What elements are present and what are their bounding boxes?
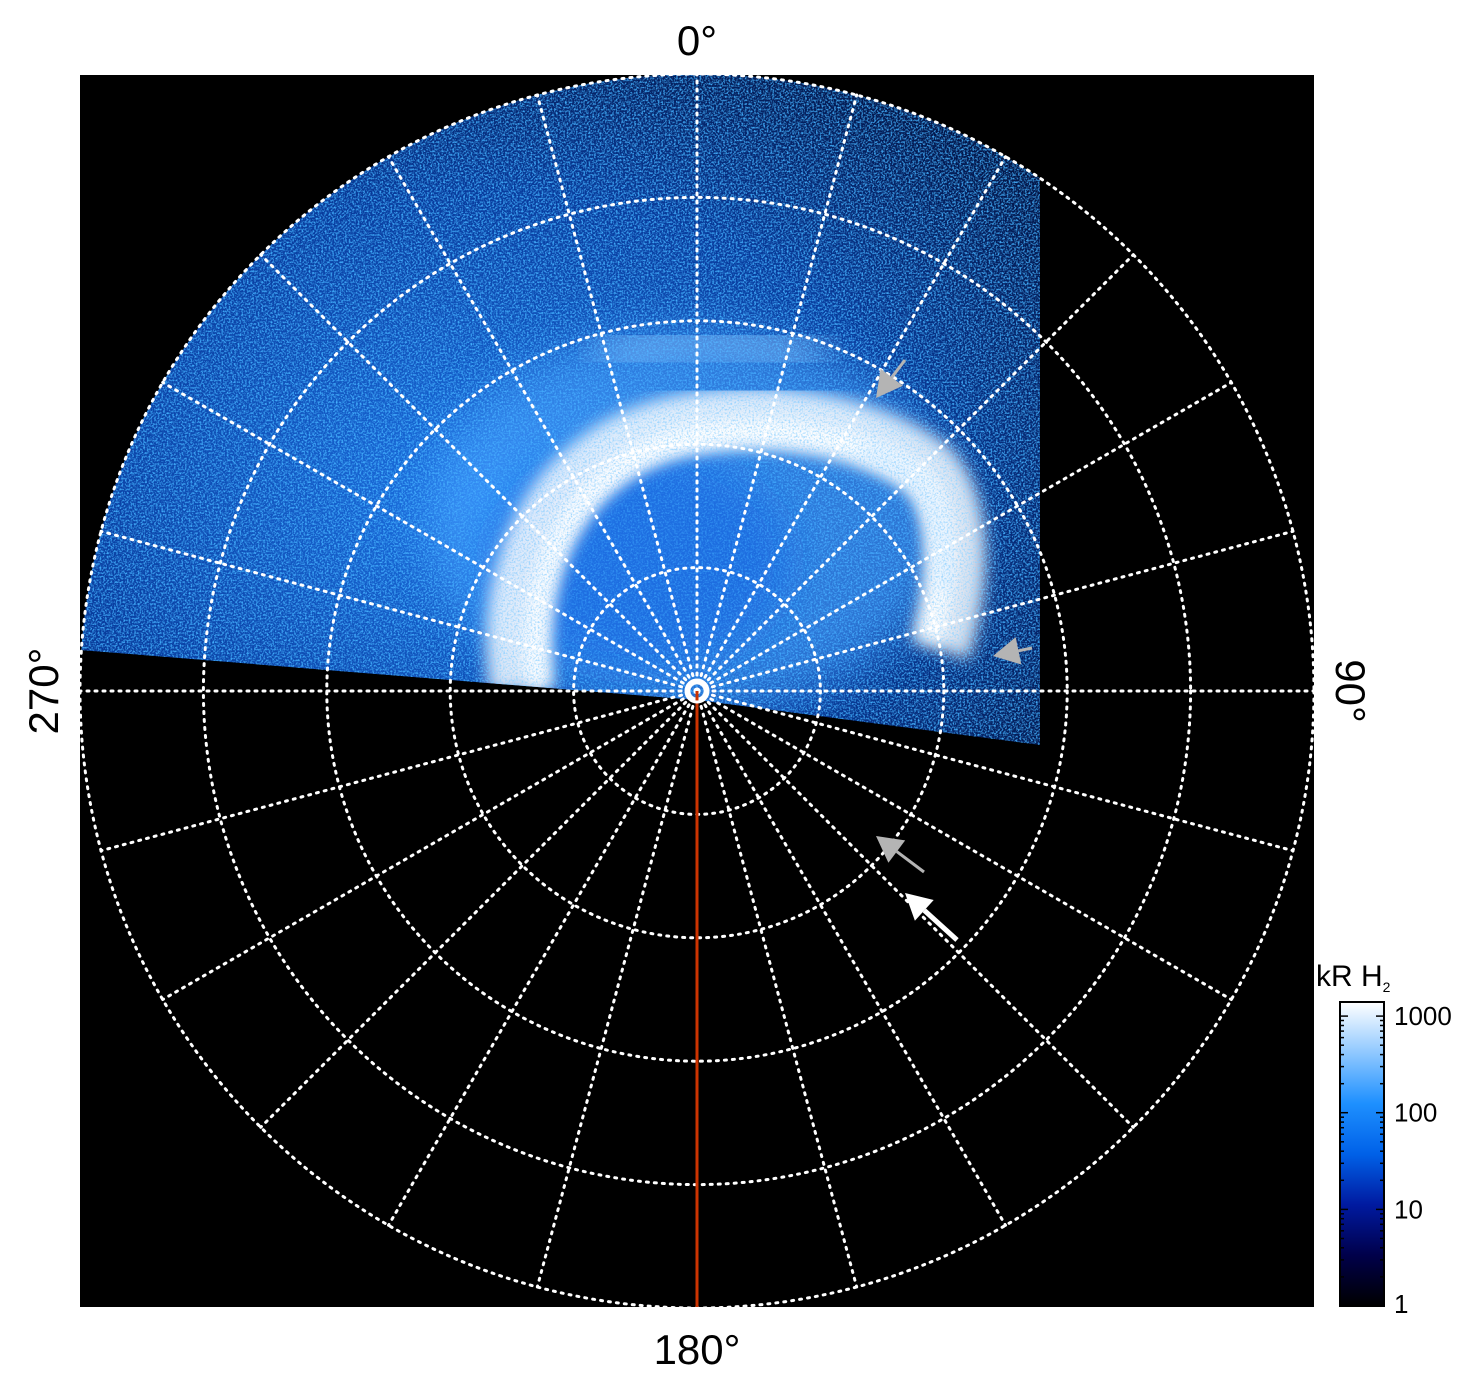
label-bottom-180deg: 180° — [654, 1326, 741, 1373]
grid-spoke — [695, 689, 1135, 1129]
grid-spoke — [161, 381, 699, 693]
feature-arrows — [876, 359, 1033, 942]
feature-arrow — [876, 836, 925, 874]
grid-spoke — [161, 689, 699, 1001]
feature-arrow — [993, 637, 1033, 665]
grid-spoke — [259, 253, 699, 693]
grid-spoke — [535, 93, 699, 693]
polar-grid — [80, 75, 1314, 1307]
colorbar: kR H2 1 10 100 1000 — [1316, 960, 1452, 1319]
label-top-0deg: 0° — [677, 17, 717, 64]
grid-spoke — [695, 689, 1233, 1001]
label-left-270deg: 270° — [20, 648, 67, 735]
colorbar-tick-label: 1000 — [1394, 1001, 1452, 1031]
feature-arrow — [876, 359, 907, 398]
grid-spoke — [695, 689, 859, 1289]
grid-spoke — [535, 689, 699, 1289]
colorbar-tick-label: 1 — [1394, 1289, 1408, 1319]
grid-spoke — [259, 689, 699, 1129]
colorbar-gradient — [1339, 1001, 1385, 1307]
grid-spoke — [99, 689, 699, 853]
grid-spoke — [387, 689, 699, 1227]
grid-spoke — [99, 529, 699, 693]
pole-marker — [684, 678, 710, 704]
colorbar-title-subscript: 2 — [1383, 979, 1391, 995]
grid-spoke — [695, 689, 1007, 1227]
grid-spoke — [695, 529, 1295, 693]
colorbar-title: kR H2 — [1316, 960, 1391, 995]
grid-spoke — [387, 155, 699, 693]
feature-arrow — [905, 893, 959, 942]
colorbar-tick-label: 10 — [1394, 1194, 1423, 1224]
grid-spoke — [695, 381, 1233, 693]
label-right-90deg: 90° — [1327, 659, 1374, 723]
grid-spoke — [695, 93, 859, 693]
colorbar-ticks: 1 10 100 1000 — [1340, 1001, 1452, 1319]
grid-spoke — [695, 689, 1295, 853]
grid-spoke — [695, 155, 1007, 693]
grid-spoke — [695, 253, 1135, 693]
colorbar-tick-label: 100 — [1394, 1098, 1437, 1128]
